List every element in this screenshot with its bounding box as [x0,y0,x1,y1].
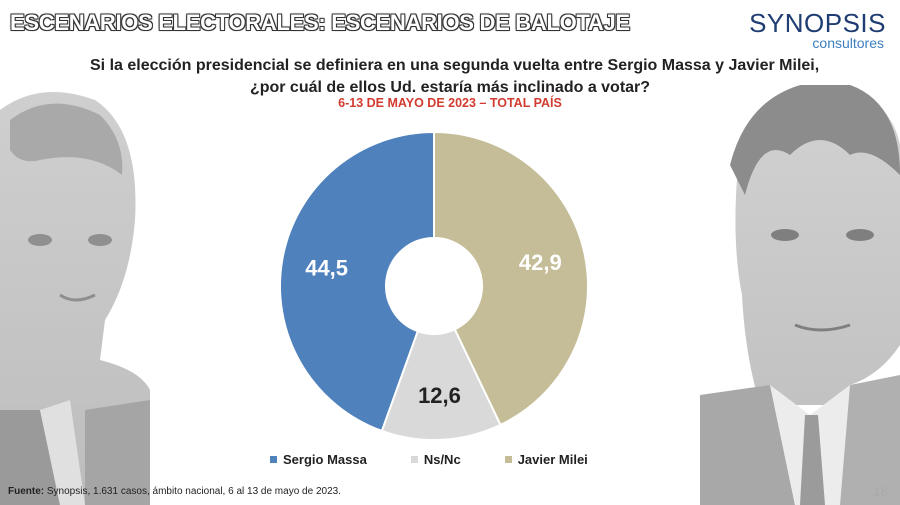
page-number: 16 [873,484,888,499]
data-label-sergio-massa: 44,5 [305,255,348,280]
donut-slice-sergio-massa [279,130,435,433]
slide-title: ESCENARIOS ELECTORALES: ESCENARIOS DE BA… [10,10,630,35]
source-label: Fuente: [8,486,45,497]
survey-date-subtitle: 6-13 DE MAYO DE 2023 – TOTAL PAÍS [338,96,562,110]
donut-slice-ns-nc [380,327,502,441]
chart-legend: Sergio Massa Ns/Nc Javier Milei [270,452,632,467]
portrait-right-image [700,85,900,505]
question-line-1: Si la elección presidencial se definiera… [90,57,820,74]
legend-item-javier-milei: Javier Milei [504,452,588,467]
legend-label: Sergio Massa [283,452,367,467]
donut-slice-javier-milei [433,130,589,427]
donut-chart-svg: 42,9 12,6 44,5 [279,130,589,441]
logo-main-text: SYNOPSIS [749,8,886,38]
source-footnote: Fuente: Synopsis, 1.631 casos, ámbito na… [8,486,341,497]
legend-swatch [504,456,512,463]
question-line-2: ¿por cuál de ellos Ud. estaría más incli… [249,79,651,96]
synopsis-logo: SYNOPSIS consultores [749,10,886,50]
data-label-ns-nc: 12,6 [418,383,461,408]
portrait-left-image [0,92,150,505]
legend-swatch [270,456,277,463]
legend-item-ns-nc: Ns/Nc [410,452,461,467]
legend-swatch [410,456,418,463]
donut-chart: 42,9 12,6 44,5 [278,130,590,442]
legend-label: Ns/Nc [423,452,461,467]
source-text: Synopsis, 1.631 casos, ámbito nacional, … [44,486,341,497]
logo-sub-text: consultores [812,35,884,51]
legend-item-sergio-massa: Sergio Massa [270,452,367,467]
legend-label: Javier Milei [517,452,588,467]
data-label-javier-milei: 42,9 [519,250,562,275]
survey-question: Si la elección presidencial se definiera… [90,55,820,99]
